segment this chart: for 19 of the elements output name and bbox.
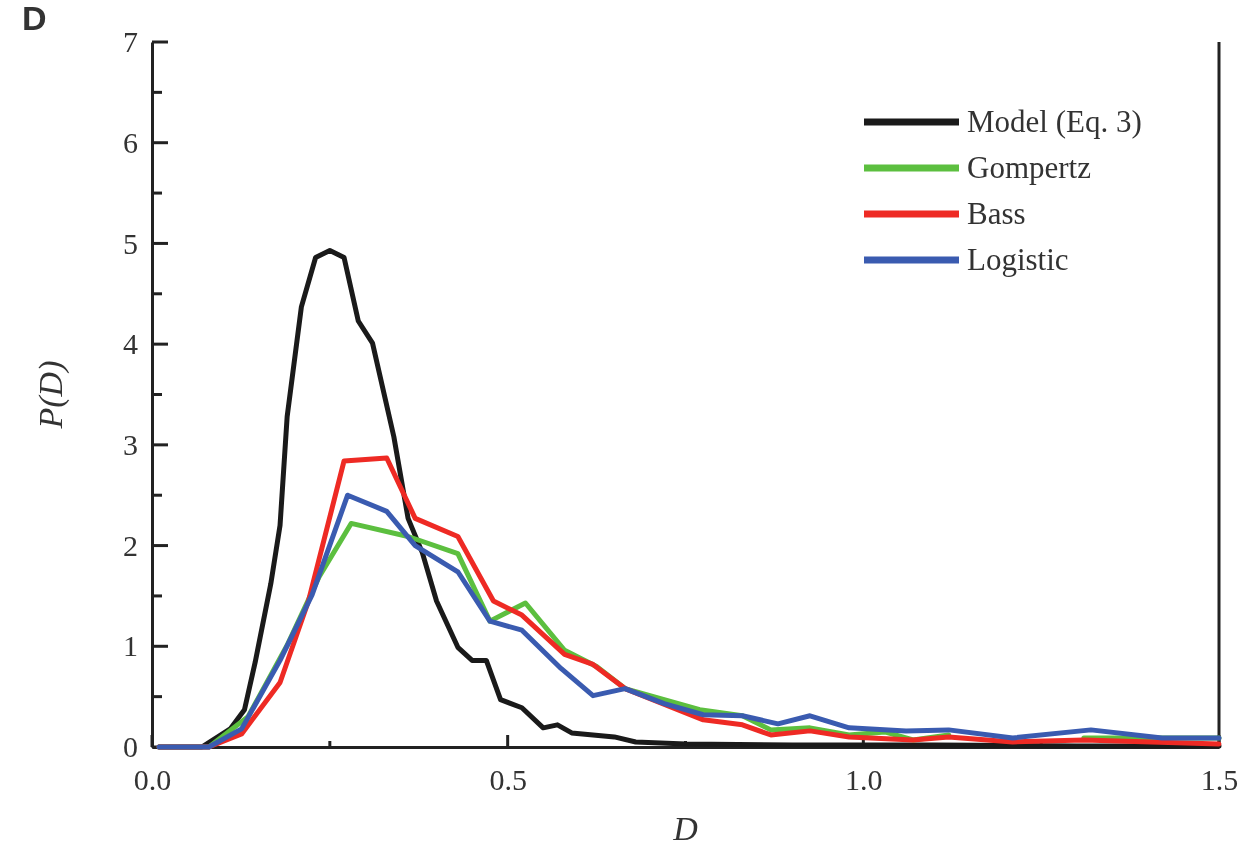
y-tick-label: 3 — [123, 427, 138, 461]
chart-title: D — [22, 0, 47, 37]
x-tick-label: 1.0 — [845, 763, 883, 797]
y-tick-label: 6 — [123, 125, 138, 159]
y-tick-label: 4 — [123, 327, 138, 361]
legend-label: Bass — [967, 196, 1026, 231]
y-tick-label: 7 — [123, 25, 138, 59]
x-tick-label: 1.5 — [1200, 763, 1239, 797]
legend-label: Logistic — [967, 242, 1069, 277]
x-axis-title: D — [672, 810, 699, 847]
x-tick-label: 0.5 — [489, 763, 527, 797]
y-axis-title: P(D) — [32, 360, 70, 430]
y-tick-label: 2 — [123, 528, 138, 562]
y-tick-label: 1 — [123, 629, 138, 663]
legend-label: Model (Eq. 3) — [967, 104, 1142, 139]
y-tick-label: 5 — [123, 226, 138, 260]
legend-label: Gompertz — [967, 150, 1091, 185]
x-tick-label: 0.0 — [133, 763, 172, 797]
y-tick-label: 0 — [123, 730, 138, 764]
